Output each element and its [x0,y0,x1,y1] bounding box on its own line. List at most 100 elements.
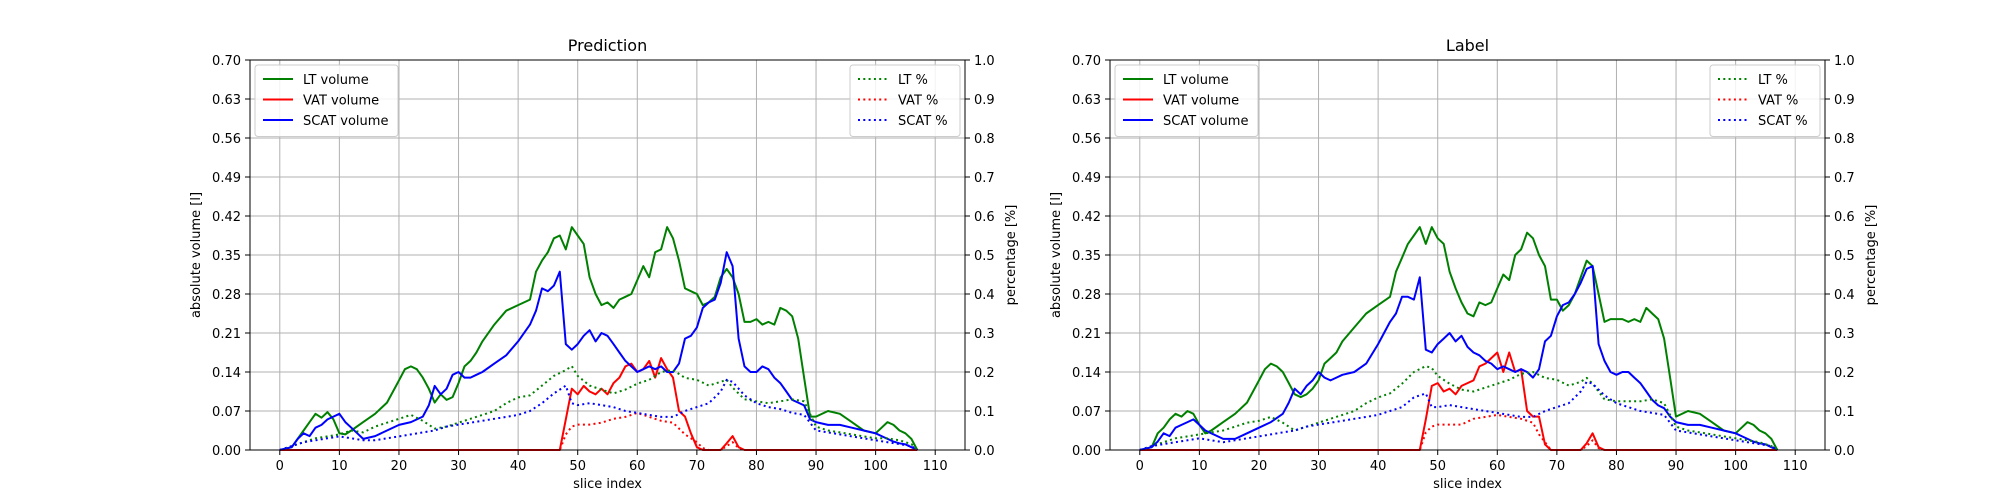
x-tick-label: 100 [863,459,888,474]
y-axis-left: 0.00 0.07 0.14 0.21 0.28 0.35 0.42 0.49 0.56 0.63… [1072,54,1110,459]
prediction-chart-panel: 0 10 20 30 40 50 60 70 80 90 100 110 0.00 0.07 0.14 0.2… [189,36,1019,492]
x-tick-label: 110 [1783,459,1808,474]
y-right-tick-label: 0.5 [1834,249,1855,264]
series-line-scat-volume [1139,265,1778,451]
legend-right: LT % VAT % SCAT % [849,64,961,137]
y-tick-label: 0.21 [212,327,241,342]
series-line-vat-volume [1139,351,1778,451]
y-tick-label: 0.07 [212,405,241,420]
y-right-tick-label: 0.4 [1834,288,1855,303]
x-tick-label: 70 [689,459,706,474]
y-right-tick-label: 0.9 [974,93,995,108]
legend-label-scat-pct: SCAT % [898,114,948,129]
legend-left: LT volume VAT volume SCAT volume [1114,64,1259,137]
x-tick-label: 0 [1136,459,1144,474]
x-tick-label: 30 [1310,459,1327,474]
y-axis-label-right: percentage [%] [1004,205,1019,306]
x-tick-label: 0 [276,459,284,474]
legend-label-vat-volume: VAT volume [303,94,379,109]
x-axis-label: slice index [1433,477,1502,492]
y-axis-label-right: percentage [%] [1864,205,1879,306]
y-tick-label: 0.00 [212,444,241,459]
y-right-tick-label: 1.0 [974,54,995,69]
y-right-tick-label: 0.0 [1834,444,1855,459]
y-tick-label: 0.42 [1072,210,1101,225]
legend-frame [254,64,399,137]
y-right-tick-label: 0.8 [1834,132,1855,147]
x-tick-label: 60 [629,459,646,474]
legend-label-scat-volume: SCAT volume [1163,114,1248,129]
legend-frame [1114,64,1259,137]
x-tick-label: 80 [1608,459,1625,474]
legend-frame [849,64,961,137]
y-right-tick-label: 0.4 [974,288,995,303]
y-tick-label: 0.14 [1072,366,1101,381]
y-tick-label: 0.49 [1072,171,1101,186]
x-tick-label: 40 [1370,459,1387,474]
x-tick-label: 80 [748,459,765,474]
y-tick-label: 0.28 [212,288,241,303]
x-tick-label: 100 [1723,459,1748,474]
y-right-tick-label: 0.7 [974,171,995,186]
series-line-lt-volume [279,226,919,451]
y-tick-label: 0.56 [1072,132,1101,147]
x-tick-label: 10 [1191,459,1208,474]
y-right-tick-label: 0.1 [974,405,995,420]
grid [250,59,965,451]
y-tick-label: 0.49 [212,171,241,186]
legend-label-vat-pct: VAT % [1758,94,1798,109]
y-right-tick-label: 0.6 [974,210,995,225]
y-right-tick-label: 0.1 [1834,405,1855,420]
chart-title: Prediction [568,36,647,55]
label-chart-panel: 0 10 20 30 40 50 60 70 80 90 100 110 0.00 0.07 0.14 0.2… [1049,36,1879,492]
x-tick-label: 90 [808,459,825,474]
y-right-tick-label: 0.8 [974,132,995,147]
series-lines [279,226,919,451]
y-tick-label: 0.07 [1072,405,1101,420]
legend-label-lt-pct: LT % [1758,73,1788,88]
x-tick-label: 20 [1251,459,1268,474]
y-tick-label: 0.00 [1072,444,1101,459]
series-lines [1139,226,1779,451]
legend-label-scat-pct: SCAT % [1758,114,1808,129]
y-right-tick-label: 0.6 [1834,210,1855,225]
y-axis-label-left: absolute volume [l] [1049,192,1064,318]
series-line-lt-pct [1139,365,1778,451]
y-right-tick-label: 0.7 [1834,171,1855,186]
y-tick-label: 0.42 [212,210,241,225]
y-right-tick-label: 1.0 [1834,54,1855,69]
y-right-tick-label: 0.0 [974,444,995,459]
x-axis: 0 10 20 30 40 50 60 70 80 90 100 110 [276,450,948,474]
y-right-tick-label: 0.2 [1834,366,1855,381]
y-right-tick-label: 0.9 [1834,93,1855,108]
series-line-scat-pct [1139,380,1778,451]
y-tick-label: 0.63 [212,93,241,108]
y-tick-label: 0.35 [212,249,241,264]
x-tick-label: 30 [450,459,467,474]
x-axis-label: slice index [573,477,642,492]
x-tick-label: 70 [1549,459,1566,474]
y-right-tick-label: 0.5 [974,249,995,264]
x-tick-label: 60 [1489,459,1506,474]
x-tick-label: 110 [923,459,948,474]
legend-label-lt-volume: LT volume [1163,73,1229,88]
legend-label-vat-pct: VAT % [898,94,938,109]
x-tick-label: 20 [391,459,408,474]
x-tick-label: 10 [331,459,348,474]
legend-label-vat-volume: VAT volume [1163,94,1239,109]
y-tick-label: 0.70 [212,54,241,69]
x-tick-label: 50 [1429,459,1446,474]
y-tick-label: 0.63 [1072,93,1101,108]
y-right-tick-label: 0.3 [974,327,995,342]
y-right-tick-label: 0.2 [974,366,995,381]
series-line-scat-volume [279,251,918,451]
x-axis: 0 10 20 30 40 50 60 70 80 90 100 110 [1136,450,1808,474]
y-tick-label: 0.14 [212,366,241,381]
legend-left: LT volume VAT volume SCAT volume [254,64,399,137]
y-tick-label: 0.56 [212,132,241,147]
legend-frame [1709,64,1821,137]
legend-right: LT % VAT % SCAT % [1709,64,1821,137]
series-line-lt-volume [1139,226,1779,451]
chart-title: Label [1446,36,1489,55]
